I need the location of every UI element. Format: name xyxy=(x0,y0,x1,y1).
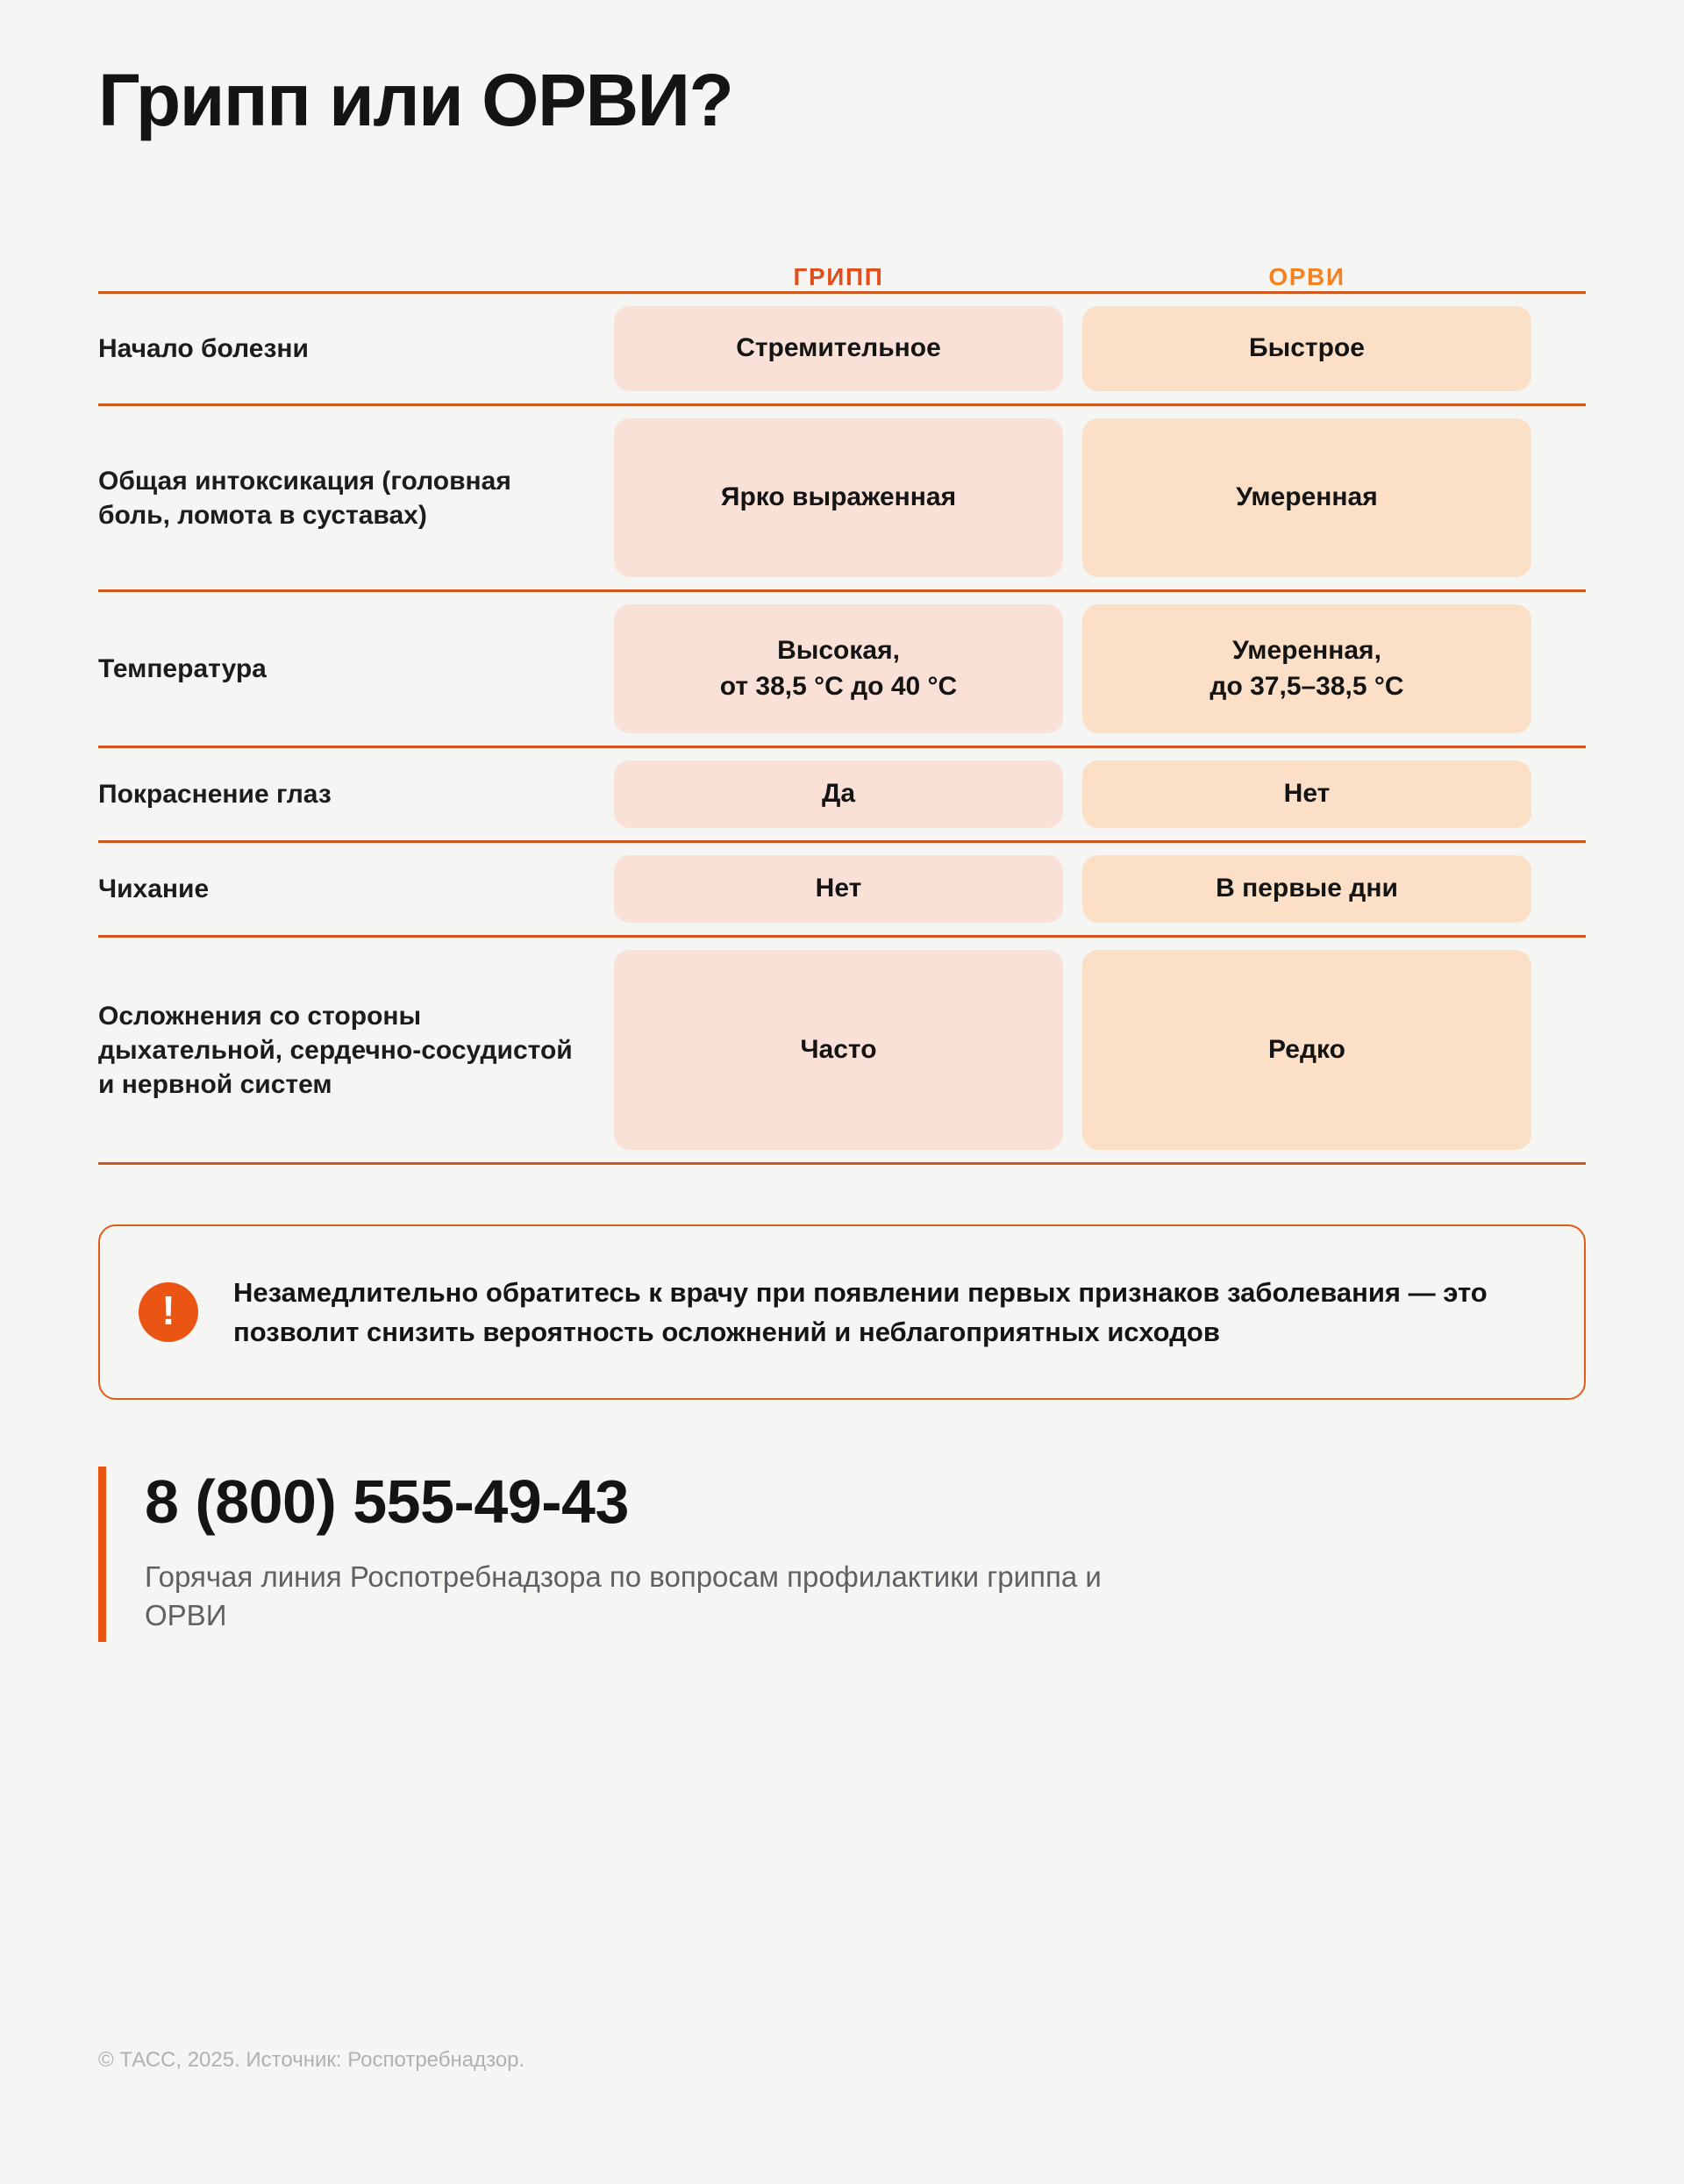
hotline-body: 8 (800) 555-49-43 Горячая линия Роспотре… xyxy=(145,1467,1180,1642)
row-label: Осложнения со стороны дыхательной, серде… xyxy=(98,1001,573,1099)
comparison-table: ГРИПП ОРВИ Начало болезни Стремительное … xyxy=(98,233,1586,1165)
cell-flu: Ярко выраженная xyxy=(614,418,1063,577)
table-header-row: ГРИПП ОРВИ xyxy=(98,233,1586,291)
row-label: Температура xyxy=(98,654,267,683)
footer-credit: © ТАСС, 2025. Источник: Роспотребнадзор. xyxy=(98,2048,525,2072)
cell-ari: Редко xyxy=(1082,950,1531,1150)
cell-gap xyxy=(1063,406,1082,589)
cell-flu: Нет xyxy=(614,855,1063,923)
row-label: Покраснение глаз xyxy=(98,780,332,809)
exclamation-icon: ! xyxy=(139,1282,198,1342)
cell-gap xyxy=(1063,294,1082,403)
accent-bar xyxy=(98,1467,106,1642)
cell-flu: Часто xyxy=(614,950,1063,1150)
hotline-block: 8 (800) 555-49-43 Горячая линия Роспотре… xyxy=(98,1467,1586,1642)
hotline-phone-number[interactable]: 8 (800) 555-49-43 xyxy=(145,1467,629,1536)
table-row: Осложнения со стороны дыхательной, серде… xyxy=(98,935,1586,1165)
cell-ari: В первые дни xyxy=(1082,855,1531,923)
cell-gap xyxy=(1063,748,1082,840)
table-row: Чихание Нет В первые дни xyxy=(98,840,1586,935)
cell-ari: Умеренная, до 37,5–38,5 °C xyxy=(1082,604,1531,733)
cell-flu: Стремительное xyxy=(614,306,1063,391)
warning-text: Незамедлительно обратитесь к врачу при п… xyxy=(233,1276,1488,1347)
table-row: Общая интоксикация (головная боль, ломот… xyxy=(98,403,1586,589)
cell-gap xyxy=(1063,592,1082,746)
table-row: Начало болезни Стремительное Быстрое xyxy=(98,291,1586,403)
cell-ari: Быстрое xyxy=(1082,306,1531,391)
row-label: Общая интоксикация (головная боль, ломот… xyxy=(98,466,511,530)
table-row: Покраснение глаз Да Нет xyxy=(98,746,1586,840)
table-row: Температура Высокая, от 38,5 °C до 40 °C … xyxy=(98,589,1586,746)
column-header-flu: ГРИПП xyxy=(793,263,884,290)
column-header-ari: ОРВИ xyxy=(1268,263,1345,290)
cell-gap xyxy=(1063,843,1082,935)
warning-callout: ! Незамедлительно обратитесь к врачу при… xyxy=(98,1224,1586,1400)
cell-ari: Нет xyxy=(1082,760,1531,828)
row-label: Начало болезни xyxy=(98,334,309,363)
page-title: Грипп или ОРВИ? xyxy=(98,59,734,141)
cell-flu: Да xyxy=(614,760,1063,828)
hotline-description: Горячая линия Роспотребнадзора по вопрос… xyxy=(145,1559,1102,1631)
cell-ari: Умеренная xyxy=(1082,418,1531,577)
cell-gap xyxy=(1063,938,1082,1162)
row-label: Чихание xyxy=(98,874,210,903)
cell-flu: Высокая, от 38,5 °C до 40 °C xyxy=(614,604,1063,733)
